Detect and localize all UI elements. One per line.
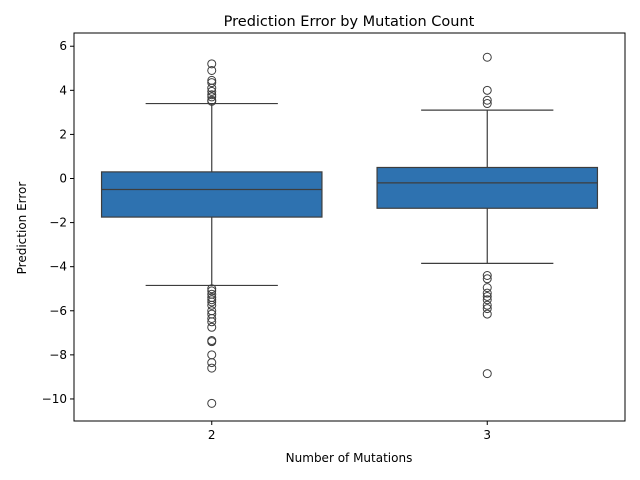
outlier-point: [207, 90, 217, 100]
y-tick-label: 4: [59, 83, 67, 97]
outlier-point: [207, 317, 217, 327]
outlier-point: [482, 369, 492, 379]
outlier-point: [207, 398, 217, 408]
y-tick-label: −6: [49, 304, 67, 318]
outlier-point: [482, 304, 492, 314]
x-tick-label: 3: [483, 428, 491, 442]
chart-title: Prediction Error by Mutation Count: [224, 14, 475, 30]
outlier-point: [482, 283, 492, 293]
plot-area-frame: [73, 32, 626, 422]
box-iqr: [100, 171, 323, 218]
outlier-point: [482, 295, 492, 305]
outlier-point: [482, 85, 492, 95]
outlier-point: [207, 297, 217, 307]
outlier-point: [482, 288, 492, 298]
outlier-point: [482, 99, 492, 109]
box-iqr: [376, 166, 599, 209]
outlier-point: [207, 295, 217, 305]
outlier-point: [207, 284, 217, 294]
outlier-point: [207, 65, 217, 75]
x-tick-label: 2: [208, 428, 216, 442]
y-tick-label: −4: [49, 260, 67, 274]
y-tick-label: 2: [59, 127, 67, 141]
outlier-point: [207, 59, 217, 69]
box-group-2: [100, 59, 323, 408]
outlier-point: [482, 309, 492, 319]
outlier-point: [207, 78, 217, 88]
y-tick-label: 6: [59, 39, 67, 53]
outlier-point: [482, 300, 492, 310]
outlier-point: [207, 92, 217, 102]
y-tick-label: −10: [42, 392, 67, 406]
y-tick-label: −2: [49, 216, 67, 230]
outlier-point: [207, 358, 217, 368]
boxes-layer: [100, 52, 599, 408]
outlier-point: [207, 363, 217, 373]
outlier-point: [207, 96, 217, 106]
box-group-3: [376, 52, 599, 379]
outlier-point: [482, 291, 492, 301]
y-axis: 6 4 2 0 −2 −4 −6 −8 −10: [42, 39, 74, 406]
outlier-point: [207, 322, 217, 332]
x-axis-label: Number of Mutations: [286, 451, 413, 465]
outlier-point: [482, 95, 492, 105]
outlier-point: [482, 52, 492, 62]
outlier-point: [207, 86, 217, 96]
outlier-point: [207, 350, 217, 360]
outlier-point: [482, 271, 492, 280]
outlier-point: [482, 274, 492, 284]
outlier-point: [207, 313, 217, 323]
outlier-point: [207, 286, 217, 296]
y-tick-label: −8: [49, 348, 67, 362]
y-tick-label: 0: [59, 172, 67, 186]
outlier-point: [207, 83, 217, 93]
outlier-point: [207, 300, 217, 310]
y-axis-label: Prediction Error: [15, 182, 29, 275]
outlier-point: [207, 337, 217, 347]
